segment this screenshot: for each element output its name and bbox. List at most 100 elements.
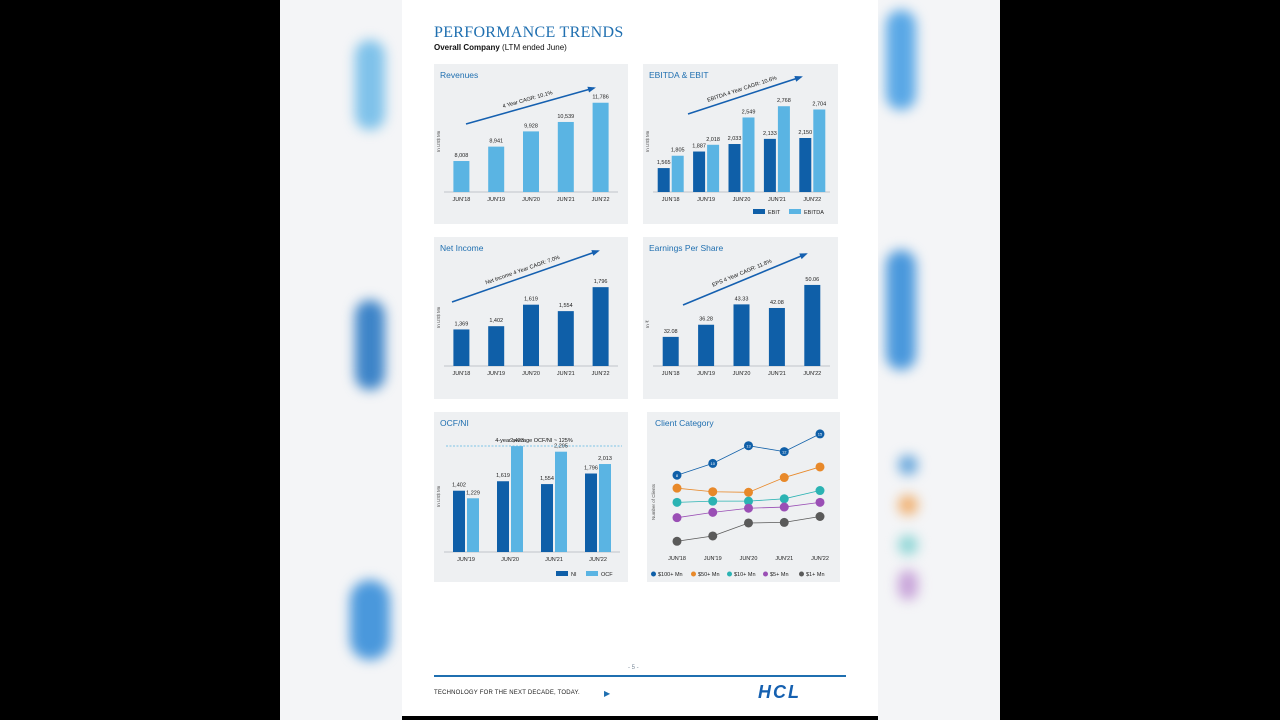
footer-divider bbox=[434, 675, 846, 677]
legend-dot bbox=[763, 571, 768, 577]
x-tick-label: JUN'20 bbox=[522, 371, 540, 377]
data-label: 1,554 bbox=[559, 303, 573, 309]
x-tick-label: JUN'19 bbox=[704, 556, 722, 562]
y-axis-label: In US$ Mn bbox=[645, 130, 650, 152]
legend-swatch bbox=[556, 571, 568, 576]
x-tick-label: JUN'21 bbox=[557, 197, 575, 203]
blurred-bar bbox=[355, 300, 385, 390]
data-label: 1,887 bbox=[692, 144, 706, 150]
blurred-dot bbox=[898, 495, 918, 515]
legend-label: NI bbox=[571, 572, 577, 578]
bar bbox=[467, 498, 479, 552]
play-arrow-icon: ▶ bbox=[604, 689, 611, 698]
page-subtitle: Overall Company (LTM ended June) bbox=[434, 43, 567, 52]
data-point bbox=[744, 503, 753, 513]
bar bbox=[599, 464, 611, 552]
bar bbox=[592, 102, 609, 192]
client-panel: Client Category Number of Clients 8 10 13 12… bbox=[647, 412, 840, 582]
bar bbox=[671, 155, 684, 192]
x-tick-label: JUN'21 bbox=[557, 371, 575, 377]
x-tick-label: JUN'18 bbox=[452, 197, 470, 203]
revenues-chart: In US$ Mn 8,008 JUN'18 8,941 JUN'19 9,928 JUN'… bbox=[436, 86, 618, 203]
legend-label: EBITDA bbox=[804, 210, 824, 216]
hcl-logo: HCL bbox=[758, 682, 801, 702]
x-tick-label: JUN'20 bbox=[733, 197, 751, 203]
bar bbox=[763, 138, 776, 192]
x-tick-label: JUN'21 bbox=[545, 557, 563, 563]
bar bbox=[777, 106, 790, 192]
data-point bbox=[744, 518, 753, 528]
data-label: 2,704 bbox=[812, 102, 826, 108]
report-page: PERFORMANCE TRENDS Overall Company (LTM … bbox=[402, 0, 878, 716]
data-point bbox=[815, 486, 825, 496]
legend-label: EBIT bbox=[768, 210, 781, 216]
x-tick-label: JUN'19 bbox=[697, 197, 715, 203]
x-tick-label: JUN'18 bbox=[668, 556, 686, 562]
blurred-dot bbox=[898, 535, 918, 555]
legend-dot bbox=[727, 571, 732, 577]
data-point bbox=[815, 429, 825, 439]
data-point bbox=[815, 497, 825, 507]
bar bbox=[592, 287, 609, 366]
data-point bbox=[672, 513, 682, 523]
data-label: 1,229 bbox=[466, 490, 480, 496]
cagr-arrow bbox=[682, 253, 807, 306]
data-point bbox=[744, 496, 753, 506]
bar bbox=[733, 304, 750, 366]
x-tick-label: JUN'20 bbox=[733, 371, 751, 377]
data-label: 32.08 bbox=[664, 329, 678, 335]
data-label: 1,402 bbox=[452, 483, 466, 489]
data-label: 10,539 bbox=[557, 114, 574, 120]
data-label: 42.08 bbox=[770, 300, 784, 306]
legend-dot bbox=[799, 571, 804, 577]
data-label: 43.33 bbox=[735, 296, 749, 302]
net-income-panel: Net Income In US$ Mn 1,369 JUN'18 1,402 JUN'… bbox=[434, 237, 628, 399]
ocf-panel: OCF/NI In US$ Mn 1,402 1,229 JUN'19 1,619 2,4… bbox=[434, 412, 628, 582]
legend-dot bbox=[651, 571, 656, 577]
bar bbox=[799, 138, 812, 192]
bar bbox=[453, 329, 470, 366]
legend-swatch bbox=[753, 209, 765, 214]
data-label: 2,133 bbox=[763, 131, 777, 137]
bar bbox=[728, 144, 741, 192]
x-tick-label: JUN'18 bbox=[662, 371, 680, 377]
point-label: 15 bbox=[818, 432, 823, 437]
data-point bbox=[779, 502, 789, 512]
x-tick-label: JUN'21 bbox=[768, 371, 786, 377]
x-tick-label: JUN'19 bbox=[697, 371, 715, 377]
data-label: 8,941 bbox=[489, 139, 503, 145]
legend-dot bbox=[691, 571, 696, 577]
bar bbox=[555, 451, 567, 552]
y-axis-label: In US$ Mn bbox=[436, 306, 441, 328]
data-point bbox=[708, 531, 718, 541]
bar bbox=[707, 144, 720, 192]
ocf-annotation: 4-year average OCF/NI ~ 125% bbox=[495, 438, 573, 444]
data-point bbox=[708, 507, 718, 517]
x-tick-label: JUN'22 bbox=[589, 557, 607, 563]
page-title: PERFORMANCE TRENDS bbox=[434, 24, 624, 41]
bar bbox=[488, 146, 505, 192]
data-point bbox=[708, 458, 718, 468]
bar bbox=[662, 336, 679, 366]
x-tick-label: JUN'22 bbox=[803, 197, 821, 203]
data-label: 1,796 bbox=[594, 279, 608, 285]
data-label: 1,619 bbox=[496, 473, 510, 479]
cagr-arrow bbox=[687, 76, 802, 115]
x-tick-label: JUN'22 bbox=[803, 371, 821, 377]
revenues-title: Revenues bbox=[440, 70, 479, 80]
data-point bbox=[779, 494, 789, 504]
data-label: 11,786 bbox=[592, 95, 608, 101]
data-label: 8,008 bbox=[455, 153, 469, 159]
blurred-dot bbox=[898, 570, 918, 600]
net-income-title: Net Income bbox=[440, 243, 484, 253]
data-point bbox=[708, 487, 718, 497]
bar bbox=[453, 490, 465, 552]
eps-title: Earnings Per Share bbox=[649, 243, 724, 253]
subtitle-bold: Overall Company bbox=[434, 43, 500, 52]
cagr-annotation: EPS 4 Year CAGR: 11.8% bbox=[712, 259, 773, 289]
blurred-bar bbox=[886, 250, 916, 370]
x-tick-label: JUN'20 bbox=[522, 197, 540, 203]
data-label: 2,295 bbox=[554, 444, 568, 450]
data-point bbox=[779, 473, 789, 483]
